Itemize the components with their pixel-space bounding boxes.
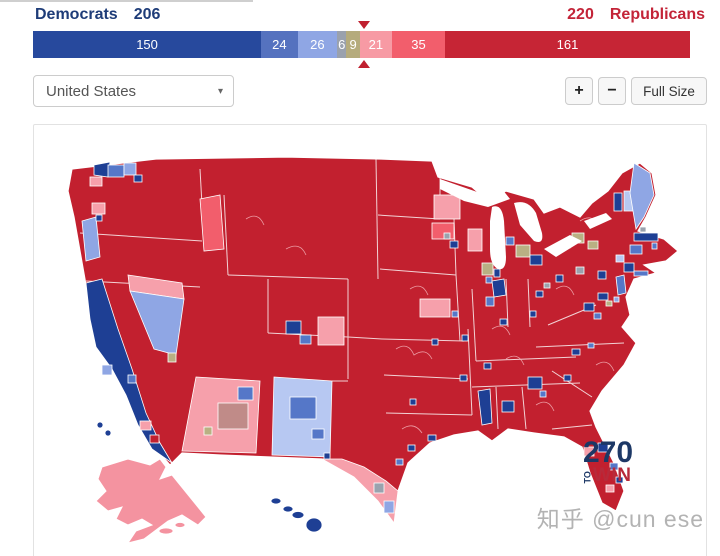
republicans-count: 220 [567, 6, 594, 23]
seat-segment-dem-likely: 24 [261, 31, 298, 58]
top-edge-strip [0, 0, 253, 2]
region-select-value: United States [46, 82, 137, 100]
district-lines [245, 215, 615, 482]
seat-segment-tossup: 9 [346, 31, 360, 58]
democrats-header: Democrats 206 [35, 6, 160, 28]
republicans-header: 220 Republicans [567, 6, 705, 28]
seat-bar: 150 24 26 6 9 21 35 161 [33, 31, 690, 58]
zhihu-watermark: 知乎 @cun ese [536, 506, 704, 532]
seat-segment-rep-safe: 161 [445, 31, 690, 58]
logo-270-text: 270 [583, 436, 634, 469]
full-size-button[interactable]: Full Size [631, 77, 707, 105]
map-controls: United States ▾ + − Full Size [33, 75, 707, 107]
alaska[interactable] [95, 458, 207, 544]
democrats-count: 206 [133, 6, 161, 23]
seat-segment-dem-safe: 150 [33, 31, 262, 58]
republicans-label: Republicans [609, 6, 705, 23]
seat-bar-wrapper: 150 24 26 6 9 21 35 161 [33, 21, 690, 68]
tie-marker-bottom-icon [357, 60, 370, 68]
zoom-in-button[interactable]: + [565, 77, 593, 105]
logo-to-text: TO [582, 471, 593, 484]
seat-count-header: Democrats 206 220 Republicans [35, 6, 705, 28]
hawaii[interactable] [270, 497, 323, 533]
seat-segment-rep-lean: 35 [391, 31, 446, 58]
map-panel: 270 TO WIN [33, 124, 707, 556]
zoom-out-button[interactable]: − [598, 77, 626, 105]
democrats-label: Democrats [35, 6, 118, 23]
great-lakes [440, 179, 612, 270]
chevron-down-icon: ▾ [217, 85, 223, 97]
region-select[interactable]: United States ▾ [33, 75, 234, 107]
seat-segment-dem-lean: 26 [297, 31, 338, 58]
us-house-map[interactable] [36, 127, 704, 556]
logo-win-text: WIN [593, 465, 632, 486]
270towin-logo: 270 TO WIN [582, 436, 634, 486]
district-patches[interactable] [81, 161, 659, 525]
seat-segment-rep-tilt: 21 [359, 31, 392, 58]
seat-segment-dem-tilt: 6 [337, 31, 347, 58]
tie-marker-top-icon [357, 21, 370, 29]
